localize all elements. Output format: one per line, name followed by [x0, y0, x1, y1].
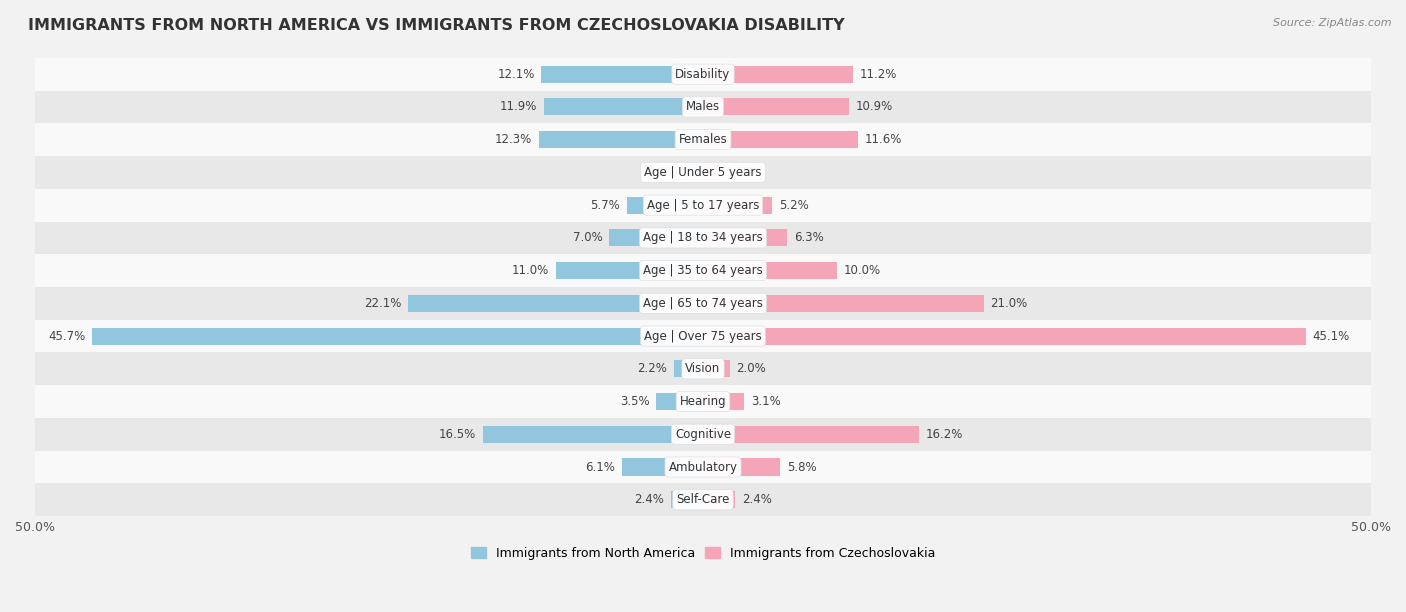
Text: Age | 18 to 34 years: Age | 18 to 34 years — [643, 231, 763, 244]
Bar — [703, 230, 787, 247]
Text: 3.5%: 3.5% — [620, 395, 650, 408]
Bar — [35, 58, 1371, 91]
Bar — [35, 254, 1371, 287]
Text: Vision: Vision — [685, 362, 721, 375]
Text: Age | Over 75 years: Age | Over 75 years — [644, 330, 762, 343]
Bar — [609, 230, 703, 247]
Bar — [703, 458, 780, 476]
Text: 5.7%: 5.7% — [591, 199, 620, 212]
Bar — [703, 196, 772, 214]
Text: 5.2%: 5.2% — [779, 199, 808, 212]
Text: Ambulatory: Ambulatory — [668, 460, 738, 474]
Bar — [93, 327, 703, 345]
Text: 12.1%: 12.1% — [498, 68, 534, 81]
Text: 11.9%: 11.9% — [501, 100, 537, 113]
Bar — [703, 262, 837, 279]
Bar — [35, 450, 1371, 483]
Text: 7.0%: 7.0% — [574, 231, 603, 244]
Text: 10.9%: 10.9% — [855, 100, 893, 113]
Bar — [627, 196, 703, 214]
Text: 11.6%: 11.6% — [865, 133, 903, 146]
Bar — [35, 353, 1371, 385]
Bar — [541, 65, 703, 83]
Bar — [555, 262, 703, 279]
Text: 11.2%: 11.2% — [859, 68, 897, 81]
Bar — [685, 164, 703, 181]
Bar — [35, 156, 1371, 188]
Text: Hearing: Hearing — [679, 395, 727, 408]
Text: 1.2%: 1.2% — [725, 166, 755, 179]
Bar — [703, 491, 735, 508]
Bar — [671, 491, 703, 508]
Bar — [35, 483, 1371, 516]
Text: 11.0%: 11.0% — [512, 264, 550, 277]
Text: 10.0%: 10.0% — [844, 264, 880, 277]
Text: Age | Under 5 years: Age | Under 5 years — [644, 166, 762, 179]
Bar — [703, 131, 858, 148]
Text: 5.8%: 5.8% — [787, 460, 817, 474]
Bar — [35, 418, 1371, 450]
Text: Males: Males — [686, 100, 720, 113]
Bar — [35, 319, 1371, 353]
Bar — [703, 426, 920, 442]
Bar — [657, 393, 703, 410]
Bar — [482, 426, 703, 442]
Text: 2.4%: 2.4% — [742, 493, 772, 506]
Text: 2.4%: 2.4% — [634, 493, 664, 506]
Text: 16.5%: 16.5% — [439, 428, 475, 441]
Text: Age | 65 to 74 years: Age | 65 to 74 years — [643, 297, 763, 310]
Bar — [35, 188, 1371, 222]
Bar — [538, 131, 703, 148]
Text: IMMIGRANTS FROM NORTH AMERICA VS IMMIGRANTS FROM CZECHOSLOVAKIA DISABILITY: IMMIGRANTS FROM NORTH AMERICA VS IMMIGRA… — [28, 18, 845, 34]
Text: 45.7%: 45.7% — [49, 330, 86, 343]
Text: Females: Females — [679, 133, 727, 146]
Text: Age | 35 to 64 years: Age | 35 to 64 years — [643, 264, 763, 277]
Text: Disability: Disability — [675, 68, 731, 81]
Bar — [35, 222, 1371, 254]
Bar — [35, 123, 1371, 156]
Text: Self-Care: Self-Care — [676, 493, 730, 506]
Legend: Immigrants from North America, Immigrants from Czechoslovakia: Immigrants from North America, Immigrant… — [465, 542, 941, 565]
Bar — [703, 164, 718, 181]
Text: 12.3%: 12.3% — [495, 133, 531, 146]
Text: 1.4%: 1.4% — [648, 166, 678, 179]
Text: 3.1%: 3.1% — [751, 395, 780, 408]
Text: Age | 5 to 17 years: Age | 5 to 17 years — [647, 199, 759, 212]
Text: Cognitive: Cognitive — [675, 428, 731, 441]
Bar — [35, 287, 1371, 319]
Text: 45.1%: 45.1% — [1312, 330, 1350, 343]
Text: 2.0%: 2.0% — [737, 362, 766, 375]
Bar — [703, 99, 849, 116]
Bar — [703, 65, 852, 83]
Bar — [544, 99, 703, 116]
Bar — [703, 360, 730, 378]
Text: 21.0%: 21.0% — [990, 297, 1028, 310]
Bar — [703, 295, 984, 312]
Bar — [35, 91, 1371, 123]
Bar — [35, 385, 1371, 418]
Bar — [673, 360, 703, 378]
Text: 2.2%: 2.2% — [637, 362, 666, 375]
Text: 6.3%: 6.3% — [794, 231, 824, 244]
Bar — [703, 393, 744, 410]
Text: Source: ZipAtlas.com: Source: ZipAtlas.com — [1274, 18, 1392, 28]
Text: 22.1%: 22.1% — [364, 297, 401, 310]
Bar — [621, 458, 703, 476]
Bar — [408, 295, 703, 312]
Text: 6.1%: 6.1% — [585, 460, 614, 474]
Bar — [703, 327, 1306, 345]
Text: 16.2%: 16.2% — [927, 428, 963, 441]
